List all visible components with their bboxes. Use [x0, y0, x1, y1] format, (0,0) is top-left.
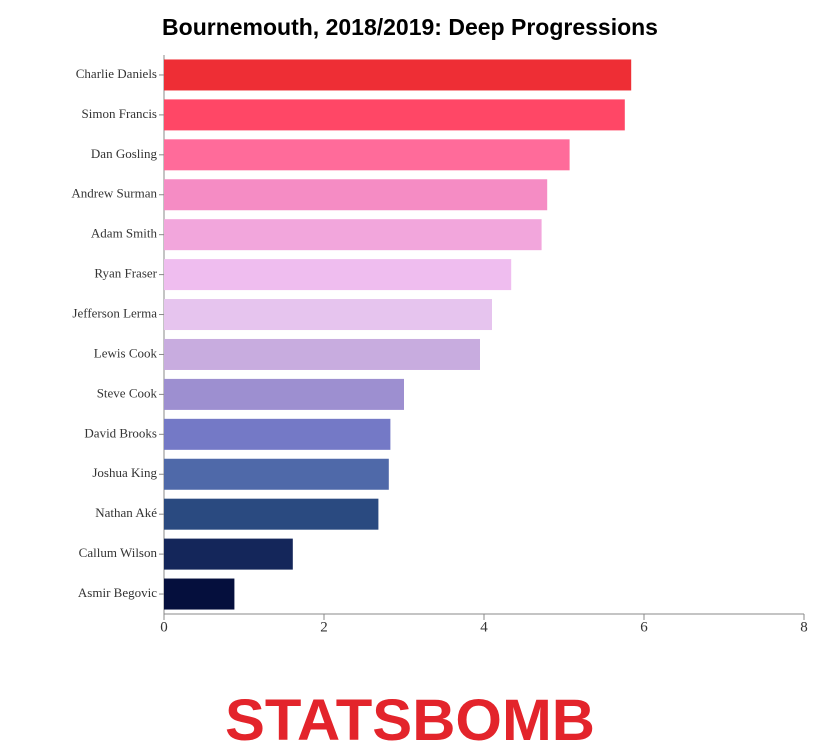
- y-tick-label: Adam Smith: [91, 226, 158, 241]
- y-tick-label: Callum Wilson: [79, 545, 158, 560]
- bar: [164, 578, 235, 610]
- y-tick-label: David Brooks: [84, 425, 157, 440]
- y-tick-label: Charlie Daniels: [76, 66, 157, 81]
- bar: [164, 418, 391, 450]
- bar: [164, 538, 293, 570]
- chart-title: Bournemouth, 2018/2019: Deep Progression…: [162, 14, 658, 40]
- bar: [164, 219, 542, 251]
- y-tick-label: Asmir Begovic: [78, 585, 157, 600]
- bar: [164, 498, 379, 530]
- bar: [164, 259, 512, 291]
- bar: [164, 338, 480, 370]
- bar: [164, 458, 389, 490]
- x-tick-label: 2: [320, 620, 328, 636]
- bar: [164, 179, 548, 211]
- bar: [164, 378, 404, 410]
- bar: [164, 99, 625, 131]
- bar: [164, 139, 570, 171]
- y-tick-label: Dan Gosling: [91, 146, 158, 161]
- y-tick-label: Steve Cook: [97, 385, 158, 400]
- y-tick-label: Andrew Surman: [71, 186, 157, 201]
- bar: [164, 299, 492, 331]
- x-tick-label: 0: [160, 620, 168, 636]
- y-tick-label: Ryan Fraser: [94, 266, 157, 281]
- x-tick-label: 6: [640, 620, 648, 636]
- y-tick-label: Jefferson Lerma: [72, 306, 157, 321]
- y-tick-label: Joshua King: [92, 465, 157, 480]
- bar: [164, 59, 632, 91]
- logo: STATSBOMB: [225, 688, 595, 750]
- y-tick-label: Simon Francis: [82, 106, 157, 121]
- y-tick-label: Lewis Cook: [94, 345, 158, 360]
- x-tick-label: 4: [480, 620, 488, 636]
- x-tick-label: 8: [800, 620, 808, 636]
- y-tick-label: Nathan Aké: [95, 505, 157, 520]
